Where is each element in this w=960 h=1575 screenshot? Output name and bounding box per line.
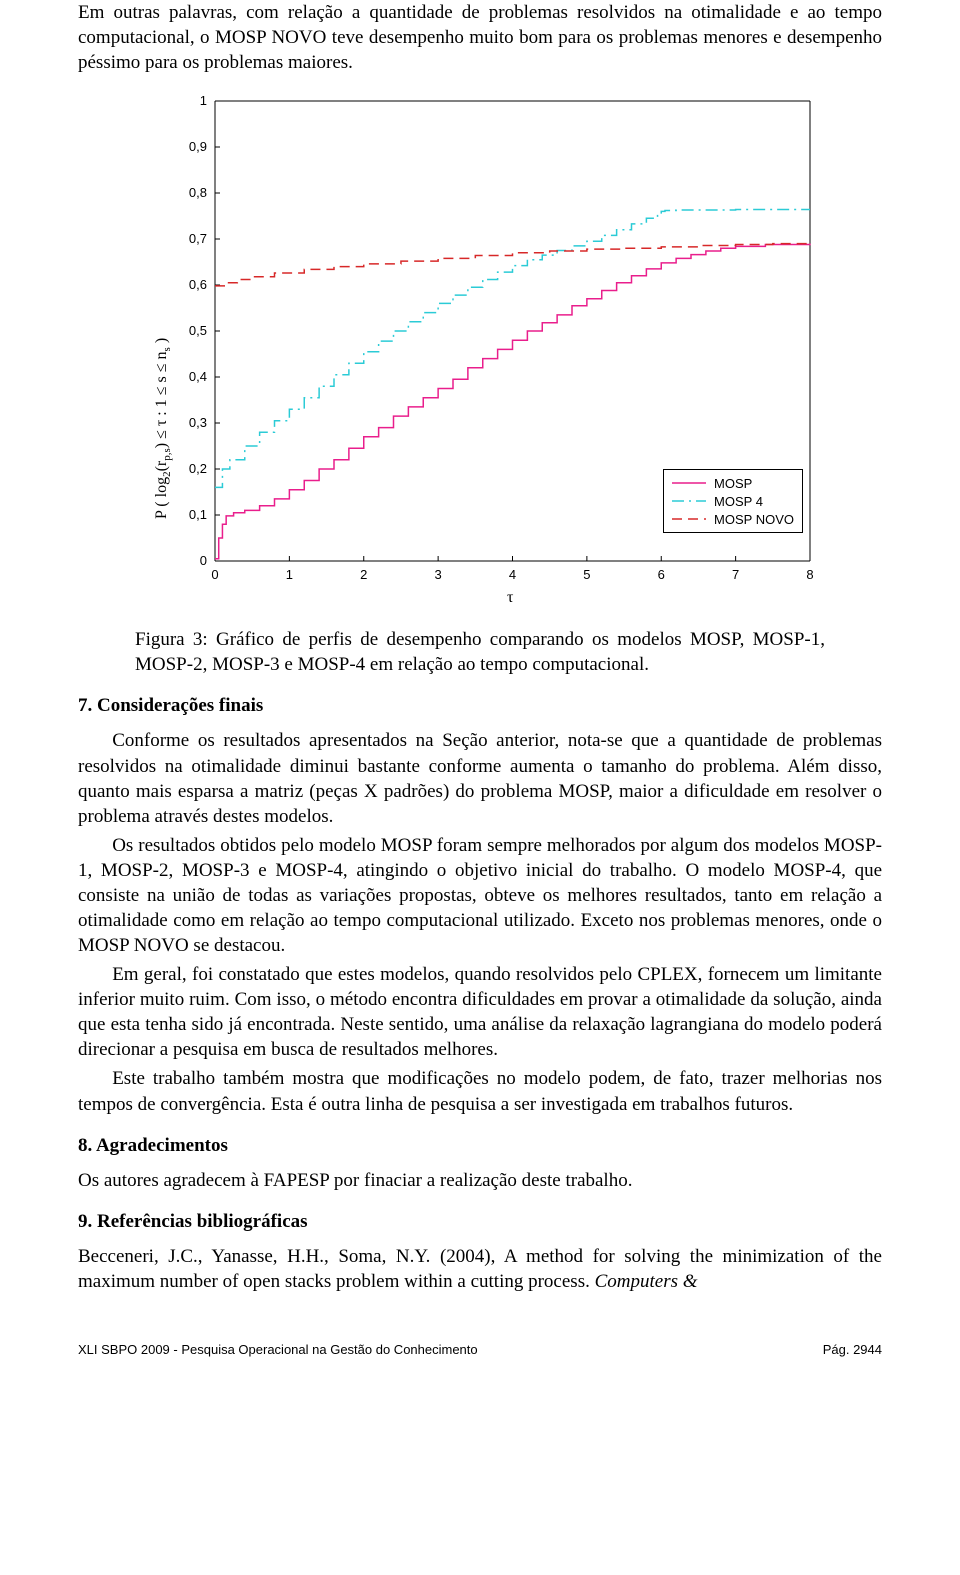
section-7-p1: Conforme os resultados apresentados na S… bbox=[78, 728, 882, 828]
svg-text:4: 4 bbox=[509, 567, 516, 582]
svg-text:8: 8 bbox=[806, 567, 813, 582]
legend-swatch bbox=[672, 512, 706, 526]
legend-swatch bbox=[672, 476, 706, 490]
chart-ylabel: P ( log2(rp,s) ≤ τ : 1 ≤ s ≤ ns ) bbox=[151, 338, 175, 519]
footer-right: Pág. 2944 bbox=[823, 1342, 882, 1357]
svg-text:0,4: 0,4 bbox=[189, 369, 207, 384]
section-7-p4: Este trabalho também mostra que modifica… bbox=[78, 1066, 882, 1116]
svg-text:0,2: 0,2 bbox=[189, 461, 207, 476]
svg-text:0,1: 0,1 bbox=[189, 507, 207, 522]
section-7-p3: Em geral, foi constatado que estes model… bbox=[78, 962, 882, 1062]
legend-label: MOSP 4 bbox=[714, 493, 763, 510]
reference-authors: Becceneri, J.C., Yanasse, H.H., Soma, N.… bbox=[78, 1246, 504, 1267]
section-8-title: 8. Agradecimentos bbox=[78, 1133, 882, 1158]
section-7-p2: Os resultados obtidos pelo modelo MOSP f… bbox=[78, 833, 882, 958]
chart-legend: MOSPMOSP 4MOSP NOVO bbox=[663, 469, 803, 533]
legend-label: MOSP NOVO bbox=[714, 511, 794, 528]
svg-text:6: 6 bbox=[658, 567, 665, 582]
figure-3: 0 1 2 3 4 5 6 7 8 0 0,1 0,2 0,3 0,4 0,5 0,6 0,7 0,8 0,9 1 P… bbox=[135, 89, 825, 677]
legend-item: MOSP bbox=[672, 474, 794, 492]
svg-text:0,8: 0,8 bbox=[189, 185, 207, 200]
reference-entry: Becceneri, J.C., Yanasse, H.H., Soma, N.… bbox=[78, 1244, 882, 1294]
section-8-p1: Os autores agradecem à FAPESP por finaci… bbox=[78, 1168, 882, 1193]
reference-journal: Computers & bbox=[595, 1271, 698, 1292]
svg-text:0,6: 0,6 bbox=[189, 277, 207, 292]
svg-text:5: 5 bbox=[583, 567, 590, 582]
page-footer: XLI SBPO 2009 - Pesquisa Operacional na … bbox=[0, 1342, 960, 1357]
section-9-title: 9. Referências bibliográficas bbox=[78, 1209, 882, 1234]
intro-paragraph: Em outras palavras, com relação a quanti… bbox=[78, 0, 882, 75]
svg-text:0: 0 bbox=[211, 567, 218, 582]
svg-text:1: 1 bbox=[200, 93, 207, 108]
footer-left: XLI SBPO 2009 - Pesquisa Operacional na … bbox=[78, 1342, 478, 1357]
section-7-title: 7. Considerações finais bbox=[78, 693, 882, 718]
svg-text:0,5: 0,5 bbox=[189, 323, 207, 338]
chart-frame: 0 1 2 3 4 5 6 7 8 0 0,1 0,2 0,3 0,4 0,5 0,6 0,7 0,8 0,9 1 P… bbox=[135, 89, 825, 609]
svg-text:0,7: 0,7 bbox=[189, 231, 207, 246]
figure-caption: Figura 3: Gráfico de perfis de desempenh… bbox=[135, 627, 825, 677]
chart-xlabel: τ bbox=[507, 587, 513, 608]
svg-text:0,9: 0,9 bbox=[189, 139, 207, 154]
legend-label: MOSP bbox=[714, 475, 752, 492]
legend-item: MOSP NOVO bbox=[672, 510, 794, 528]
svg-text:1: 1 bbox=[286, 567, 293, 582]
legend-item: MOSP 4 bbox=[672, 492, 794, 510]
svg-text:2: 2 bbox=[360, 567, 367, 582]
svg-text:0: 0 bbox=[200, 553, 207, 568]
svg-text:0,3: 0,3 bbox=[189, 415, 207, 430]
svg-text:7: 7 bbox=[732, 567, 739, 582]
legend-swatch bbox=[672, 494, 706, 508]
svg-text:3: 3 bbox=[435, 567, 442, 582]
